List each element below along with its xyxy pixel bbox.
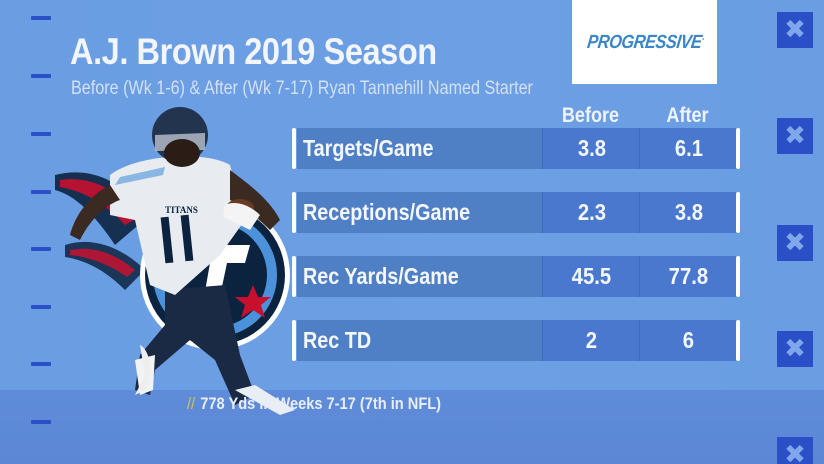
x-glyph: ✖ <box>784 228 806 258</box>
stat-before: 45.5 <box>542 256 640 297</box>
yard-marker <box>31 305 51 309</box>
sponsor-name-text: PROGRESSIVE <box>586 32 703 53</box>
x-glyph: ✖ <box>784 15 806 45</box>
x-marker-icon: ✖ <box>777 118 813 154</box>
stat-before-text: 2 <box>585 327 598 353</box>
column-header-after: After <box>666 104 709 127</box>
yard-marker <box>31 362 51 366</box>
row-left-edge <box>292 256 296 297</box>
row-right-edge <box>736 128 740 169</box>
row-right-edge <box>736 320 740 361</box>
row-left-edge <box>292 128 296 169</box>
stat-after: 3.8 <box>639 192 737 233</box>
row-right-edge <box>736 192 740 233</box>
footer-note: //778 Yds in Weeks 7-17 (7th in NFL) <box>187 394 441 414</box>
stat-after-text: 77.8 <box>668 263 709 289</box>
stat-label-text: Targets/Game <box>303 135 434 161</box>
row-left-edge <box>292 320 296 361</box>
stat-before-text: 2.3 <box>577 199 606 225</box>
stat-label: Targets/Game <box>297 128 542 169</box>
x-marker-icon: ✖ <box>777 12 813 48</box>
yard-marker <box>31 16 51 20</box>
stat-label-text: Rec TD <box>303 327 372 353</box>
stat-after-text: 6 <box>682 327 695 353</box>
player-image: TITANS <box>55 107 295 415</box>
stat-after-text: 3.8 <box>674 199 703 225</box>
stat-label: Rec Yards/Game <box>297 256 542 297</box>
footer-slash: // <box>187 394 196 413</box>
stat-label-text: Rec Yards/Game <box>303 263 459 289</box>
footer-note-text: 778 Yds in Weeks 7-17 (7th in NFL) <box>200 394 442 413</box>
stat-before-text: 45.5 <box>571 263 612 289</box>
stat-after: 6 <box>639 320 737 361</box>
yard-marker <box>31 247 51 251</box>
stat-label: Rec TD <box>297 320 542 361</box>
stat-after: 6.1 <box>639 128 737 169</box>
stat-after-text: 6.1 <box>674 135 703 161</box>
stat-label-text: Receptions/Game <box>303 199 471 225</box>
stat-row: Targets/Game 3.8 6.1 <box>292 128 740 169</box>
player-figure <box>70 107 295 415</box>
yard-marker <box>31 190 51 194</box>
jersey-text: TITANS <box>165 205 198 215</box>
yard-marker <box>31 74 51 78</box>
x-glyph: ✖ <box>784 121 806 151</box>
x-glyph: ✖ <box>784 440 806 464</box>
yard-marker <box>31 132 51 136</box>
stat-before-text: 3.8 <box>577 135 606 161</box>
stat-row: Rec Yards/Game 45.5 77.8 <box>292 256 740 297</box>
stat-after: 77.8 <box>639 256 737 297</box>
x-marker-icon: ✖ <box>777 437 813 464</box>
x-marker-icon: ✖ <box>777 331 813 367</box>
page-subtitle: Before (Wk 1-6) & After (Wk 7-17) Ryan T… <box>71 78 533 99</box>
stat-before: 2 <box>542 320 640 361</box>
row-right-edge <box>736 256 740 297</box>
stat-before: 2.3 <box>542 192 640 233</box>
sponsor-name: PROGRESSIVE● <box>585 32 705 54</box>
x-marker-icon: ✖ <box>777 225 813 261</box>
registered-mark: ● <box>701 36 705 43</box>
stat-label: Receptions/Game <box>297 192 542 233</box>
stat-row: Receptions/Game 2.3 3.8 <box>292 192 740 233</box>
sponsor-logo: PROGRESSIVE● <box>572 0 717 84</box>
stat-row: Rec TD 2 6 <box>292 320 740 361</box>
column-header-before: Before <box>561 104 620 127</box>
stat-before: 3.8 <box>542 128 640 169</box>
yard-marker <box>31 420 51 424</box>
row-left-edge <box>292 192 296 233</box>
bottom-band <box>0 390 824 464</box>
x-glyph: ✖ <box>784 334 806 364</box>
page-title: A.J. Brown 2019 Season <box>70 31 437 72</box>
